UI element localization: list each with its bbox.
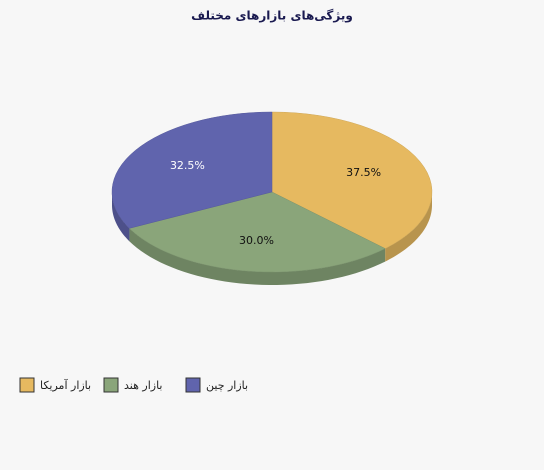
chart-title: ویژگی‌های بازارهای مختلف	[191, 9, 353, 24]
slice	[111, 111, 273, 229]
slice-side	[129, 228, 386, 285]
slice-side	[385, 192, 432, 262]
legend-label: بازار آمریکا	[40, 378, 91, 392]
slice-label: 32.5%	[170, 159, 205, 172]
legend-label: بازار هند	[124, 379, 162, 392]
slice-label: 37.5%	[346, 166, 381, 179]
slice	[271, 111, 433, 249]
legend-swatch	[19, 377, 35, 393]
slice	[128, 191, 386, 273]
slice-label: 30.0%	[239, 234, 274, 247]
legend-swatch	[185, 377, 201, 393]
legend-swatch	[103, 377, 119, 393]
slice-side	[112, 192, 130, 242]
legend-label: بازار چین	[206, 379, 248, 392]
